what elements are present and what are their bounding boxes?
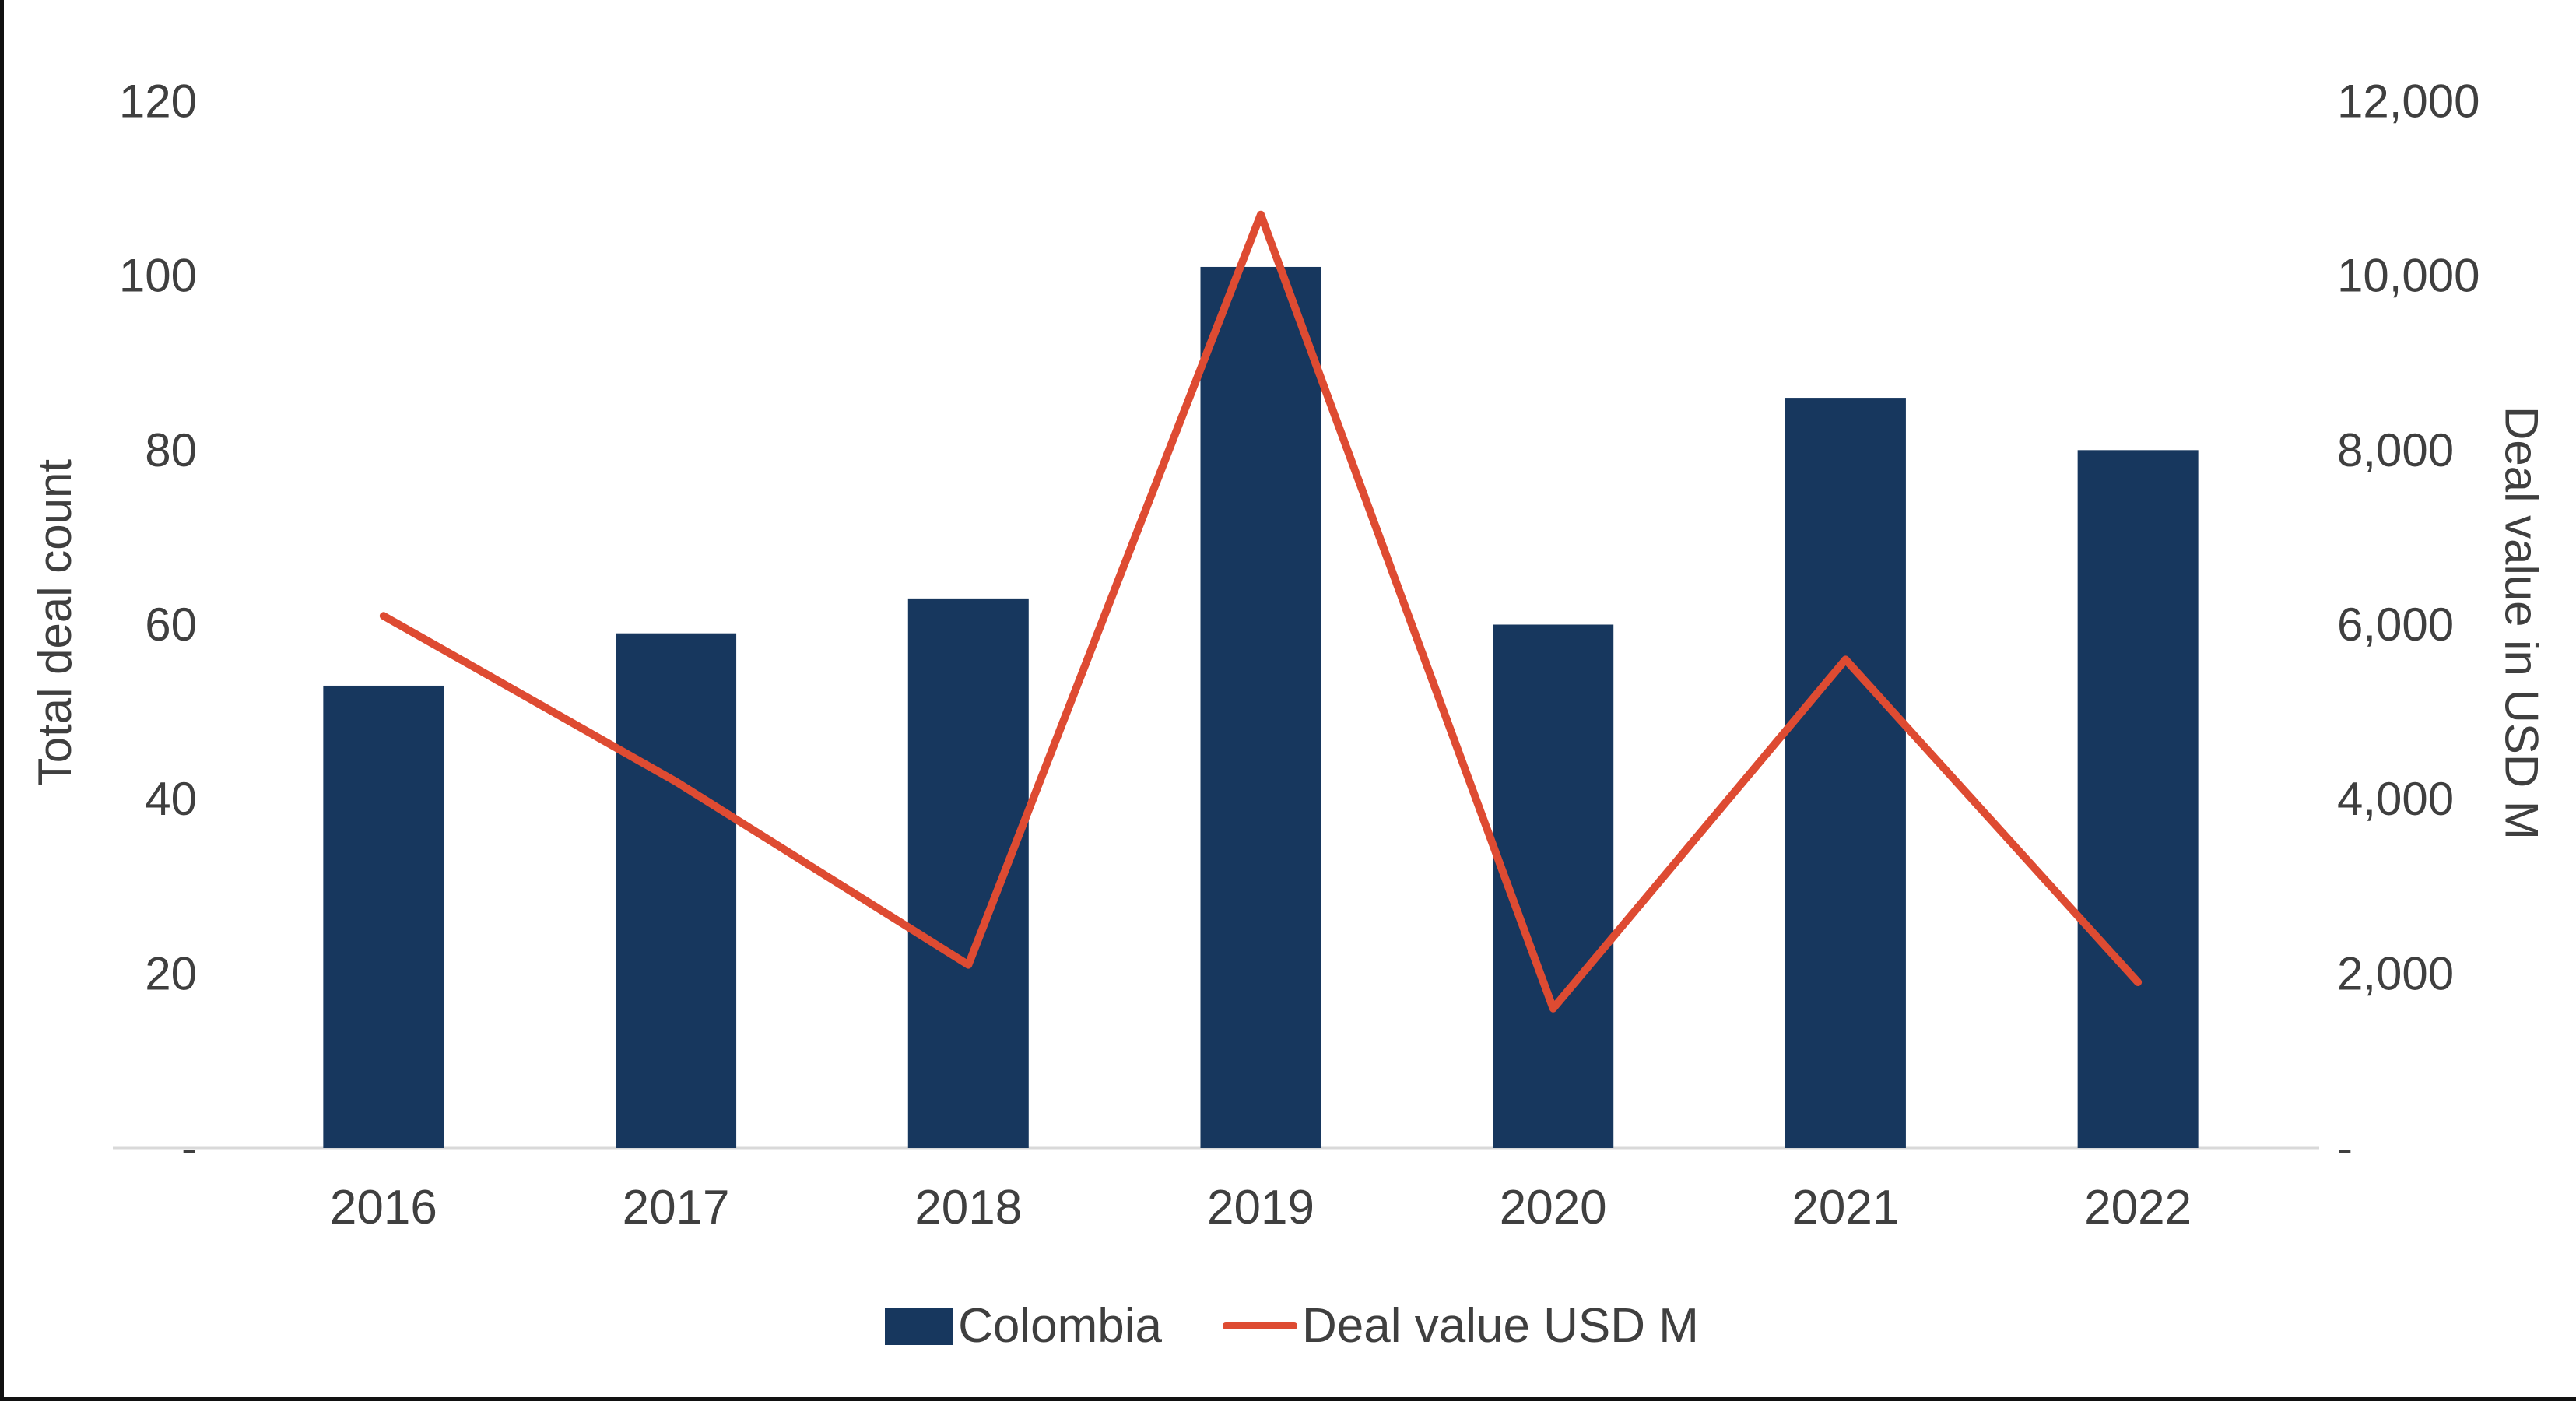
y-right-tick-4000: 4,000 <box>2337 773 2454 825</box>
y-right-tick-2000: 2,000 <box>2337 947 2454 999</box>
bar-2017 <box>616 633 737 1148</box>
y-right-tick-8000: 8,000 <box>2337 424 2454 476</box>
legend-label-colombia: Colombia <box>958 1299 1162 1353</box>
x-tick-2021: 2021 <box>1792 1181 1899 1234</box>
bar-2021 <box>1785 398 1906 1148</box>
combo-chart-canvas: - 20 40 60 80 100 120 - 2,000 4,000 6,000 8,000 10,0… <box>113 75 2480 1234</box>
x-tick-2020: 2020 <box>1500 1181 1607 1234</box>
x-tick-2022: 2022 <box>2084 1181 2192 1234</box>
x-tick-2018: 2018 <box>914 1181 1022 1234</box>
bar-2020 <box>1493 624 1614 1148</box>
y-right-tick-6000: 6,000 <box>2337 599 2454 651</box>
y-left-tick-40: 40 <box>145 773 197 825</box>
right-axis-title: Deal value in USD M <box>2495 406 2548 840</box>
bar-2018 <box>907 598 1029 1148</box>
y-right-tick-0: - <box>2337 1122 2353 1175</box>
legend-item-deal-value: Deal value USD M <box>1222 1298 1699 1354</box>
legend-item-colombia: Colombia <box>885 1298 1162 1354</box>
deal-value-line <box>379 210 2143 1013</box>
legend: Colombia Deal value USD M <box>4 1298 2576 1354</box>
deal-value-line-swatch <box>1222 1322 1297 1329</box>
colombia-bar-swatch <box>885 1307 954 1345</box>
bar-2019 <box>1200 266 1321 1148</box>
x-tick-2019: 2019 <box>1207 1181 1314 1234</box>
left-axis-title: Total deal count <box>28 458 81 787</box>
left-axis-title-wrap: Total deal count <box>19 93 89 1152</box>
y-right-tick-12000: 12,000 <box>2337 75 2480 128</box>
y-right-tick-10000: 10,000 <box>2337 250 2480 302</box>
y-left-tick-60: 60 <box>145 599 197 651</box>
right-axis-title-wrap: Deal value in USD M <box>2487 93 2557 1152</box>
x-tick-2016: 2016 <box>330 1181 437 1234</box>
y-left-tick-100: 100 <box>119 250 197 302</box>
x-tick-2017: 2017 <box>623 1181 730 1234</box>
y-left-tick-0: - <box>181 1122 197 1175</box>
y-left-tick-20: 20 <box>145 947 197 999</box>
bar-2022 <box>2077 450 2199 1148</box>
legend-label-deal-value: Deal value USD M <box>1301 1299 1699 1353</box>
bar-2016 <box>323 685 444 1148</box>
y-left-tick-80: 80 <box>145 424 197 476</box>
y-left-tick-120: 120 <box>119 75 197 128</box>
